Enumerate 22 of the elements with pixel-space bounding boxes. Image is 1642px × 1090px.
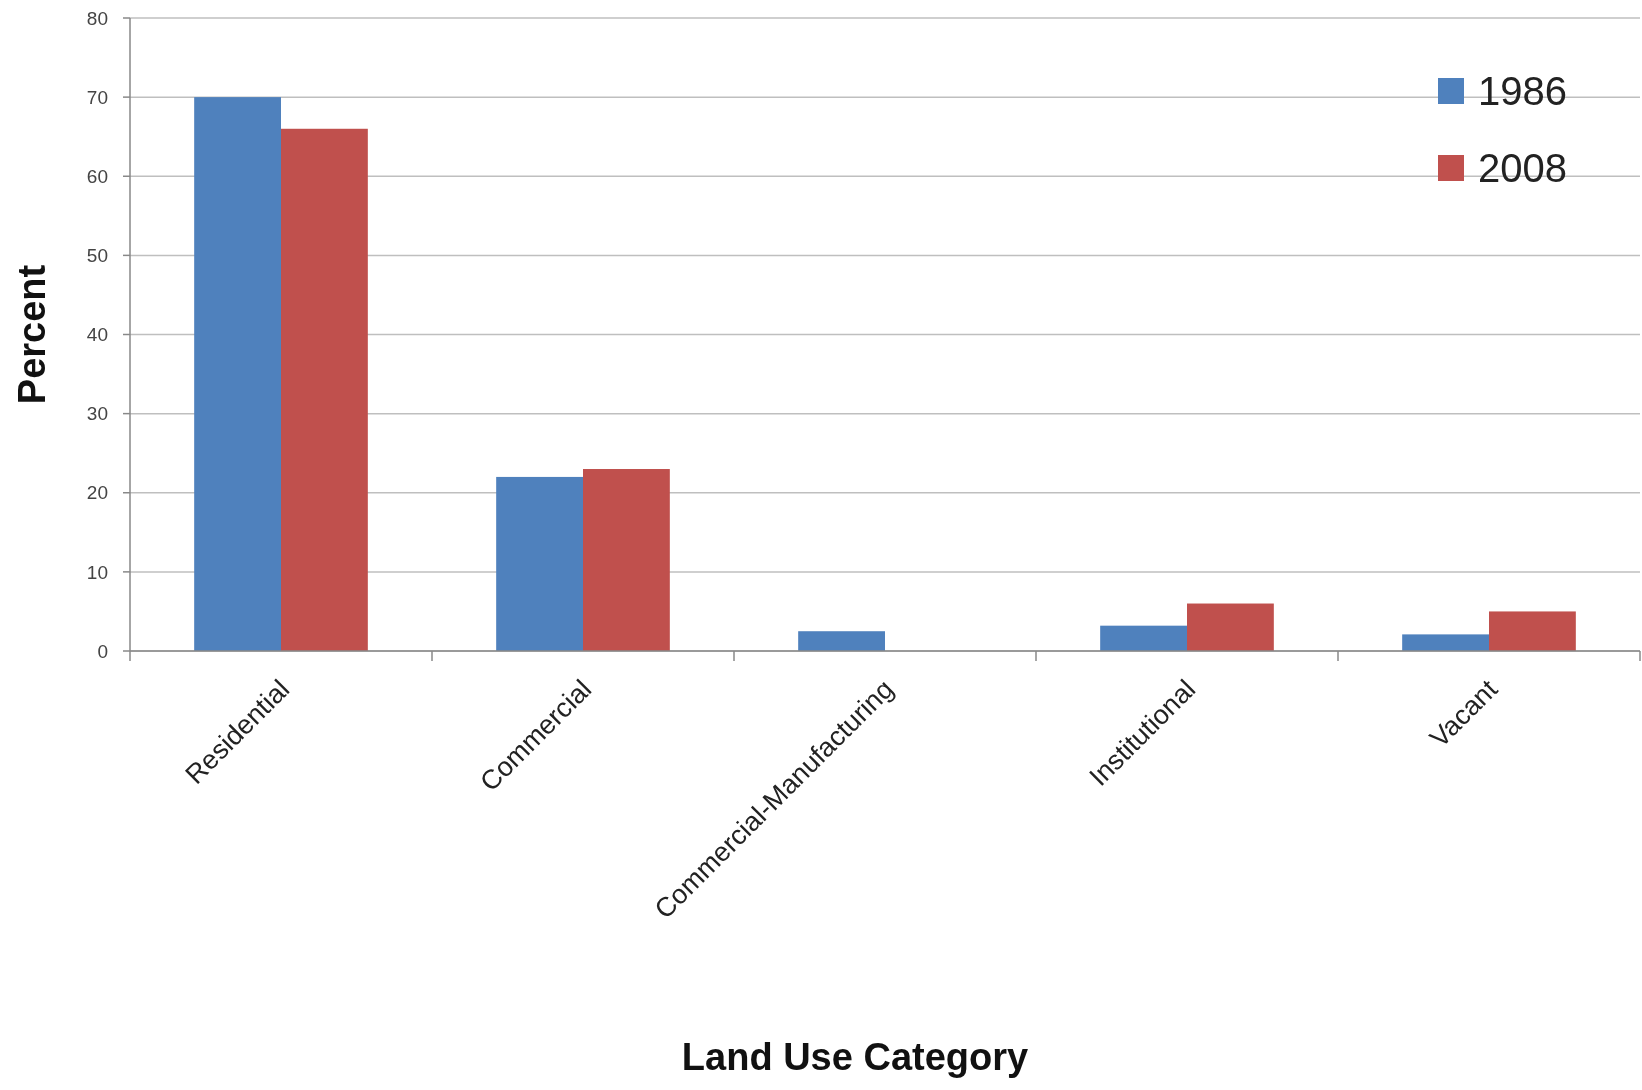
bar [496, 476, 583, 651]
bar [194, 97, 281, 651]
y-axis-title: Percent [11, 264, 53, 405]
bar [1402, 634, 1490, 651]
y-tick-label: 10 [86, 561, 108, 583]
y-tick-label: 80 [86, 7, 108, 29]
legend-label: 1986 [1478, 69, 1567, 114]
x-axis-title: Land Use Category [681, 1036, 1029, 1078]
bar [583, 469, 670, 651]
y-tick-label: 20 [86, 482, 108, 504]
legend-label: 2008 [1478, 146, 1567, 191]
bar [1489, 611, 1576, 651]
y-tick-label: 40 [86, 324, 108, 346]
y-tick-label: 30 [86, 403, 108, 425]
bar [1187, 603, 1274, 651]
y-tick-label: 70 [86, 86, 108, 108]
y-tick-label: 0 [97, 640, 108, 662]
y-tick-label: 50 [86, 245, 108, 267]
bar [798, 631, 885, 651]
y-tick-label: 60 [86, 165, 108, 187]
bar [1100, 625, 1188, 651]
bar [281, 128, 368, 651]
